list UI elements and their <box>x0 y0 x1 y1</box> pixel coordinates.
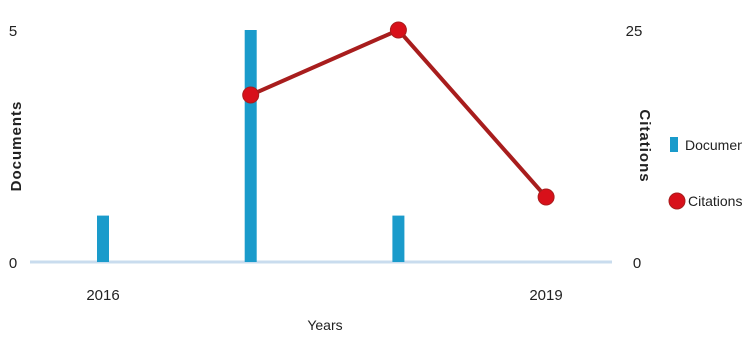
documents-bars <box>97 30 405 262</box>
documents-bar-2018 <box>392 215 405 262</box>
y-right-axis-title: Citations <box>636 109 653 182</box>
legend: Documents Citations <box>668 137 742 210</box>
legend-documents-swatch <box>670 137 678 152</box>
citations-point-2019 <box>537 188 555 206</box>
y-left-axis-title: Documents <box>8 101 25 192</box>
y-right-tick-max: 25 <box>626 23 643 40</box>
x-tick-label-0: 2016 <box>86 287 119 304</box>
citations-point-2017 <box>242 86 260 104</box>
legend-citations-swatch <box>668 192 686 210</box>
x-tick-label-3: 2019 <box>529 287 562 304</box>
y-left-tick-max: 5 <box>9 23 17 40</box>
legend-documents-label: Documents <box>685 137 742 153</box>
legend-citations-label: Citations <box>688 193 742 209</box>
documents-bar-2017 <box>244 30 257 262</box>
documents-bar-2016 <box>97 215 109 262</box>
y-right-tick-min: 0 <box>633 255 641 272</box>
x-axis-title: Years <box>307 317 342 333</box>
citations-point-2018 <box>389 21 407 39</box>
citations-line <box>249 27 548 199</box>
citations-line-group <box>242 21 555 206</box>
y-left-tick-min: 0 <box>9 255 17 272</box>
